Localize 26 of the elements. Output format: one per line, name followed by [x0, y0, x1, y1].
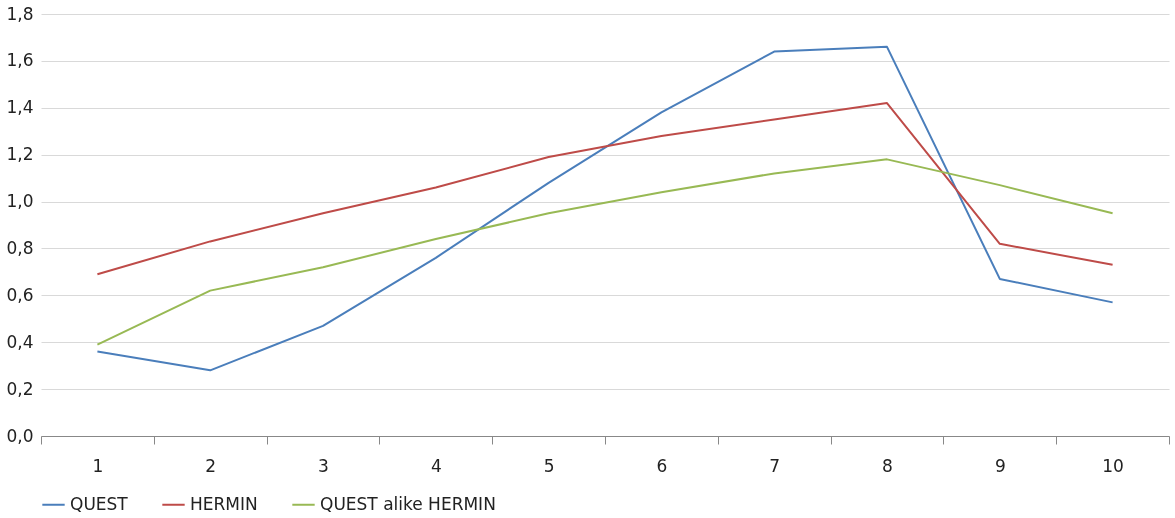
y-tick-label: 0,4	[6, 331, 34, 352]
x-tick-label: 10	[1102, 455, 1124, 476]
x-tick-label: 8	[882, 455, 893, 476]
y-tick-label: 0,6	[6, 284, 34, 305]
line-series	[96, 45, 1114, 372]
x-tick-label: 9	[994, 455, 1006, 476]
y-tick-label: 1,0	[6, 191, 34, 212]
x-tick-label: 5	[543, 455, 555, 476]
x-tick-label: 1	[92, 455, 104, 476]
line-series	[96, 102, 1114, 276]
x-tick-label: 7	[769, 455, 781, 476]
x-tick-label: 2	[205, 455, 217, 476]
line-series	[96, 158, 1114, 346]
y-tick-label: 1,4	[6, 97, 34, 118]
legend-label: QUEST	[70, 493, 129, 514]
legend-label: HERMIN	[190, 493, 258, 514]
y-tick-label: 1,6	[6, 50, 34, 71]
y-tick-label: 0,2	[6, 378, 34, 399]
x-tick-label: 6	[656, 455, 668, 476]
y-tick-label: 0,8	[6, 237, 34, 258]
y-tick-label: 1,2	[6, 144, 34, 165]
x-tick-label: 3	[318, 455, 329, 476]
x-tick-label: 4	[430, 455, 442, 476]
y-tick-label: 1,8	[6, 3, 34, 24]
legend-label: QUEST alike HERMIN	[320, 493, 496, 514]
y-tick-label: 0,0	[6, 425, 34, 446]
